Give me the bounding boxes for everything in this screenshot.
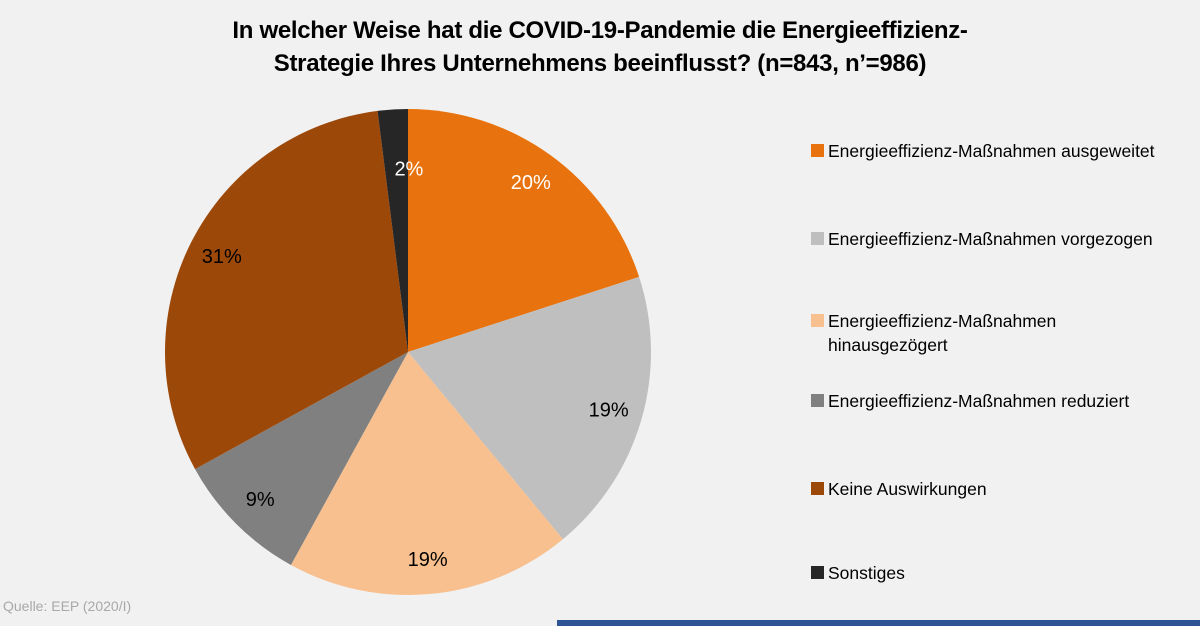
footer-accent-bar (557, 620, 1200, 626)
chart-title-line2: Strategie Ihres Unternehmens beeinflusst… (273, 50, 927, 77)
pie-slice-3 (195, 352, 408, 565)
pie-slice-5 (377, 109, 408, 352)
pie-data-label-2: 19% (408, 549, 448, 571)
chart-title: In welcher Weise hat die COVID-19-Pandem… (0, 14, 1200, 80)
pie-data-label-3: 9% (246, 489, 275, 511)
pie-data-label-5: 2% (394, 158, 423, 180)
chart-title-line1: In welcher Weise hat die COVID-19-Pandem… (232, 17, 968, 44)
pie-slice-4 (165, 110, 408, 470)
source-note: Quelle: EEP (2020/I) (3, 598, 132, 614)
pie-slice-0 (408, 109, 640, 352)
pie-data-label-0: 20% (511, 172, 551, 194)
pie-slice-1 (408, 276, 652, 540)
pie-data-label-4: 31% (202, 246, 242, 268)
pie-data-label-1: 19% (589, 399, 629, 421)
pie-slice-2 (290, 352, 563, 595)
